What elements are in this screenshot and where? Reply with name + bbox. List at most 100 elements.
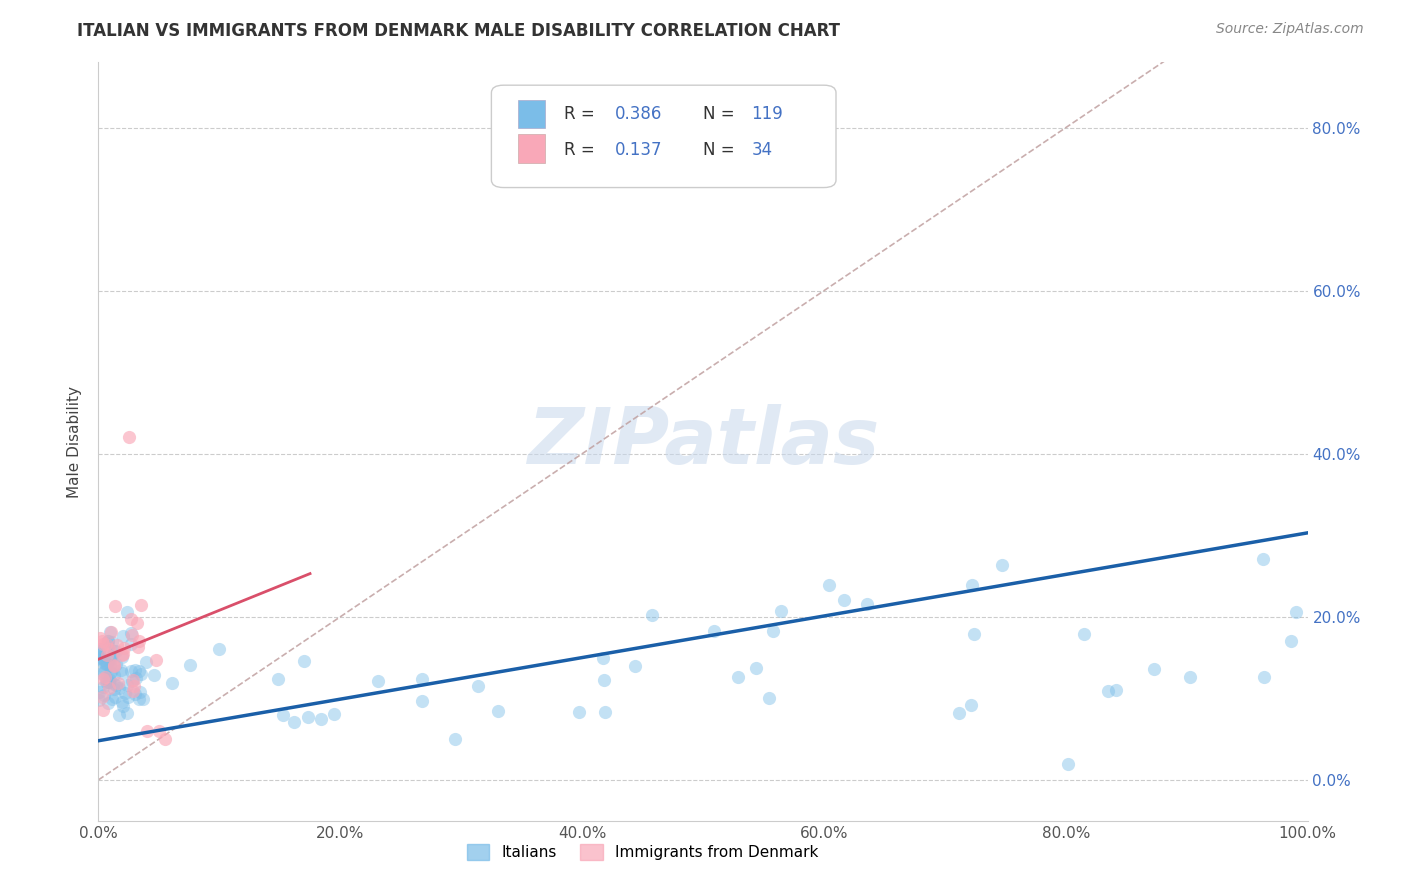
Point: [1143, 662, 1166, 676]
Point: [94, 657, 117, 671]
Text: ZIPatlas: ZIPatlas: [527, 403, 879, 480]
Point: [818, 578, 841, 592]
Point: [467, 679, 489, 693]
Point: [367, 674, 389, 689]
Point: [110, 666, 132, 681]
Point: [411, 693, 433, 707]
Point: [101, 635, 124, 649]
Point: [122, 683, 145, 698]
Point: [98, 625, 121, 640]
Point: [120, 626, 142, 640]
Point: [124, 664, 146, 678]
Point: [132, 691, 155, 706]
Point: [108, 681, 131, 696]
Point: [963, 626, 986, 640]
Point: [103, 644, 125, 658]
Point: [129, 667, 152, 681]
Point: [960, 578, 983, 592]
Point: [1251, 552, 1274, 566]
Point: [129, 598, 152, 612]
Point: [98, 657, 121, 672]
Point: [111, 695, 134, 709]
Point: [97, 675, 120, 690]
Point: [93, 688, 115, 702]
Point: [105, 638, 128, 652]
Point: [121, 628, 143, 642]
Text: ITALIAN VS IMMIGRANTS FROM DENMARK MALE DISABILITY CORRELATION CHART: ITALIAN VS IMMIGRANTS FROM DENMARK MALE …: [77, 22, 841, 40]
Point: [94, 669, 117, 683]
Point: [834, 593, 856, 607]
Point: [112, 629, 135, 643]
Point: [641, 607, 664, 622]
Point: [624, 659, 647, 673]
Point: [758, 691, 780, 706]
Point: [1097, 684, 1119, 698]
Point: [991, 558, 1014, 573]
Point: [128, 685, 150, 699]
Point: [98, 649, 121, 664]
Point: [135, 655, 157, 669]
FancyBboxPatch shape: [492, 85, 837, 187]
Point: [266, 672, 288, 686]
Text: N =: N =: [703, 141, 740, 159]
Point: [93, 653, 115, 667]
Point: [1285, 605, 1308, 619]
Point: [593, 705, 616, 719]
Point: [107, 676, 129, 690]
Point: [309, 712, 332, 726]
Point: [115, 706, 138, 720]
Point: [100, 665, 122, 679]
Point: [121, 674, 143, 689]
Point: [111, 648, 134, 663]
Point: [592, 651, 614, 665]
Point: [273, 707, 295, 722]
Point: [122, 679, 145, 693]
Point: [104, 657, 127, 671]
Point: [148, 723, 170, 738]
Point: [145, 653, 167, 667]
Point: [105, 677, 128, 691]
Point: [97, 696, 120, 710]
Text: 119: 119: [751, 105, 783, 123]
Text: R =: R =: [564, 105, 600, 123]
Point: [1105, 682, 1128, 697]
Point: [117, 690, 139, 705]
Point: [104, 599, 127, 614]
Point: [411, 672, 433, 686]
Point: [592, 673, 614, 688]
Point: [114, 686, 136, 700]
Point: [101, 692, 124, 706]
Point: [567, 706, 589, 720]
Point: [100, 665, 122, 680]
Text: Source: ZipAtlas.com: Source: ZipAtlas.com: [1216, 22, 1364, 37]
Point: [91, 634, 114, 648]
Point: [703, 624, 725, 638]
Point: [322, 706, 344, 721]
Point: [769, 604, 792, 618]
Point: [103, 690, 125, 705]
Point: [96, 672, 118, 686]
Point: [103, 682, 125, 697]
Point: [87, 648, 110, 662]
Point: [93, 656, 115, 670]
Bar: [517, 135, 544, 163]
Point: [93, 665, 115, 679]
Point: [97, 634, 120, 648]
Point: [153, 732, 176, 747]
Point: [124, 687, 146, 701]
Point: [90, 653, 112, 667]
Point: [105, 644, 128, 658]
Point: [117, 605, 139, 619]
Point: [91, 681, 114, 695]
Point: [117, 678, 139, 692]
Point: [110, 663, 132, 677]
Point: [91, 637, 114, 651]
Text: N =: N =: [703, 105, 740, 123]
Text: 0.137: 0.137: [614, 141, 662, 159]
Point: [111, 649, 134, 664]
Point: [103, 668, 125, 682]
Point: [103, 658, 125, 673]
Point: [727, 669, 749, 683]
Point: [89, 650, 111, 665]
Point: [1253, 670, 1275, 684]
